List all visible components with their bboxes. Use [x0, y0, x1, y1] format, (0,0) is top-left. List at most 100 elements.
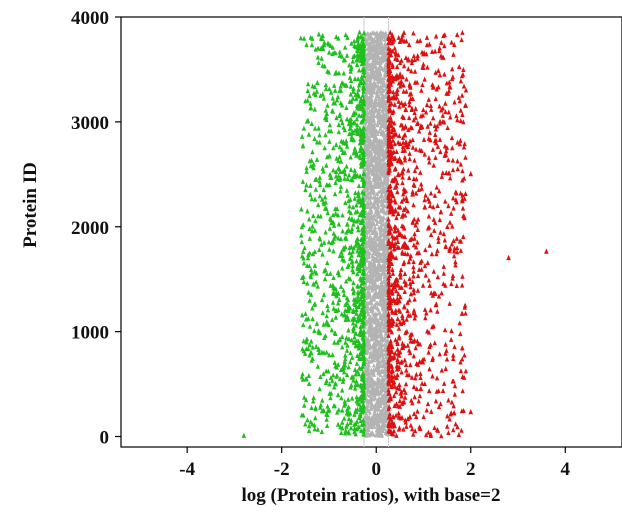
data-point — [320, 45, 326, 51]
data-point — [369, 279, 374, 284]
data-point — [411, 202, 416, 208]
data-point — [459, 427, 464, 433]
data-point — [354, 418, 360, 424]
data-point — [346, 410, 351, 416]
data-point — [371, 112, 376, 118]
data-point — [388, 29, 393, 35]
data-point — [397, 398, 403, 404]
data-point — [382, 309, 387, 314]
data-point — [429, 251, 435, 257]
data-point — [400, 312, 405, 319]
data-point — [391, 36, 396, 42]
data-point — [352, 366, 358, 373]
data-point — [347, 255, 353, 261]
data-point — [387, 254, 393, 260]
data-point — [447, 170, 452, 176]
data-point — [428, 342, 433, 348]
data-point — [364, 142, 368, 148]
data-point — [309, 157, 314, 163]
data-point — [443, 350, 448, 356]
data-point — [401, 166, 406, 172]
data-point — [432, 48, 438, 54]
data-point — [349, 252, 354, 258]
data-point — [381, 377, 386, 383]
data-point — [301, 222, 306, 228]
data-point — [330, 107, 335, 113]
data-point — [308, 100, 313, 106]
data-point — [319, 55, 324, 61]
data-point — [337, 112, 342, 118]
data-point — [445, 413, 450, 419]
data-point — [410, 137, 415, 143]
data-point — [415, 38, 420, 44]
data-point — [306, 423, 312, 429]
data-point — [396, 414, 402, 420]
data-point — [388, 416, 393, 422]
data-point — [396, 291, 401, 297]
data-point — [372, 312, 376, 318]
data-point — [355, 126, 360, 132]
data-point — [387, 128, 392, 134]
data-point — [307, 297, 312, 303]
data-point — [439, 290, 444, 296]
data-point — [453, 262, 458, 268]
data-point — [429, 106, 434, 112]
data-point — [424, 102, 430, 108]
data-point — [361, 223, 366, 229]
data-point — [360, 38, 365, 44]
data-point — [318, 373, 323, 379]
data-point — [330, 351, 335, 358]
data-point — [388, 183, 393, 189]
data-point — [328, 42, 333, 49]
data-point — [423, 315, 428, 321]
data-point — [459, 408, 464, 414]
data-point — [299, 232, 304, 238]
data-point — [314, 88, 320, 94]
data-point — [401, 88, 406, 94]
data-point — [344, 295, 350, 301]
data-point — [423, 109, 429, 115]
data-point — [369, 260, 373, 265]
data-point — [380, 232, 385, 238]
data-point — [330, 212, 336, 218]
data-point — [325, 411, 330, 418]
data-point — [390, 288, 395, 294]
data-point — [411, 53, 417, 59]
data-point — [389, 209, 394, 215]
data-point — [426, 277, 432, 283]
data-point — [380, 30, 384, 35]
data-point — [412, 235, 417, 241]
data-point — [419, 185, 424, 191]
data-point — [299, 253, 305, 259]
data-point — [383, 71, 388, 76]
data-point — [397, 71, 403, 77]
data-point — [359, 252, 364, 258]
data-point — [445, 423, 450, 429]
data-point — [388, 47, 393, 53]
data-point — [301, 125, 307, 131]
data-point — [378, 372, 383, 378]
data-point — [402, 154, 408, 160]
data-point — [427, 388, 432, 394]
data-point — [436, 238, 441, 244]
data-point — [433, 33, 439, 39]
plot-area-frame — [120, 16, 622, 448]
data-point — [352, 145, 358, 151]
data-point — [351, 111, 356, 117]
data-point — [386, 75, 391, 81]
data-point — [409, 68, 414, 74]
data-point — [341, 369, 347, 375]
data-point — [380, 398, 385, 403]
data-point — [350, 95, 355, 101]
data-point — [340, 344, 345, 350]
data-point — [340, 252, 345, 258]
data-point — [367, 182, 372, 187]
data-point — [451, 253, 457, 259]
data-point — [305, 97, 310, 103]
data-point — [340, 228, 345, 234]
data-point — [325, 303, 330, 309]
data-point — [377, 340, 382, 345]
data-point — [347, 245, 352, 251]
data-point — [365, 366, 370, 371]
data-point — [390, 355, 395, 361]
